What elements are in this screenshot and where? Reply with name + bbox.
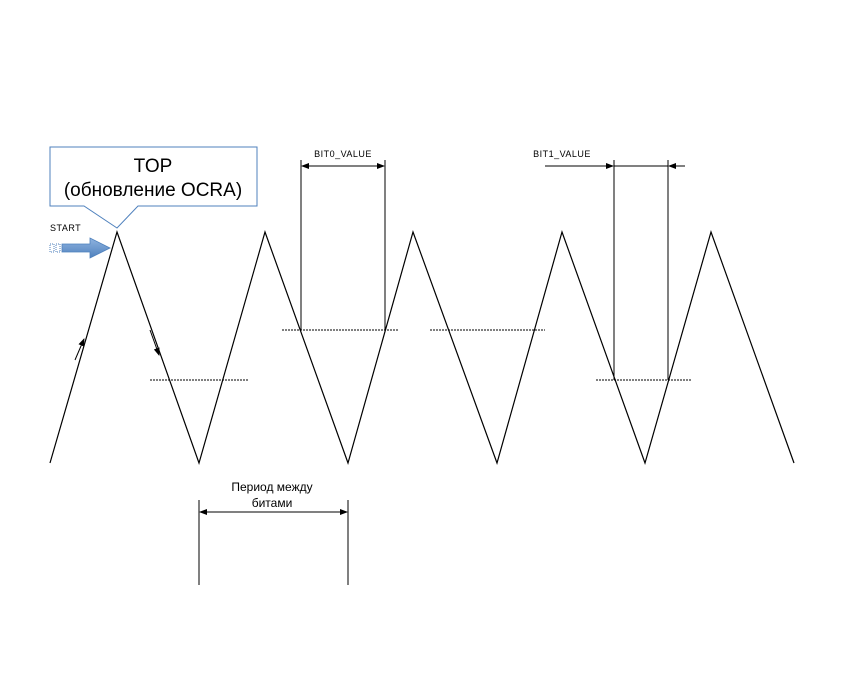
top-callout-box (49, 146, 258, 229)
period-label-line1: Период между (231, 480, 312, 494)
callout-title: TOP (134, 156, 173, 177)
period-label-line2: битами (252, 496, 293, 510)
counter-waveform (49, 230, 795, 465)
start-label: START (50, 223, 81, 233)
start-arrow-icon (49, 237, 111, 259)
callout-subtitle: (обновление OCRA) (64, 180, 242, 201)
compare-levels (150, 329, 692, 381)
down-direction-arrow-icon (149, 329, 160, 356)
bit1-label: BIT1_VALUE (533, 149, 591, 159)
bit0-dimension (300, 160, 386, 330)
period-dimension (198, 500, 349, 585)
up-direction-arrow-icon (74, 338, 85, 361)
bit0-label: BIT0_VALUE (314, 149, 372, 159)
bit1-dimension (545, 160, 685, 380)
